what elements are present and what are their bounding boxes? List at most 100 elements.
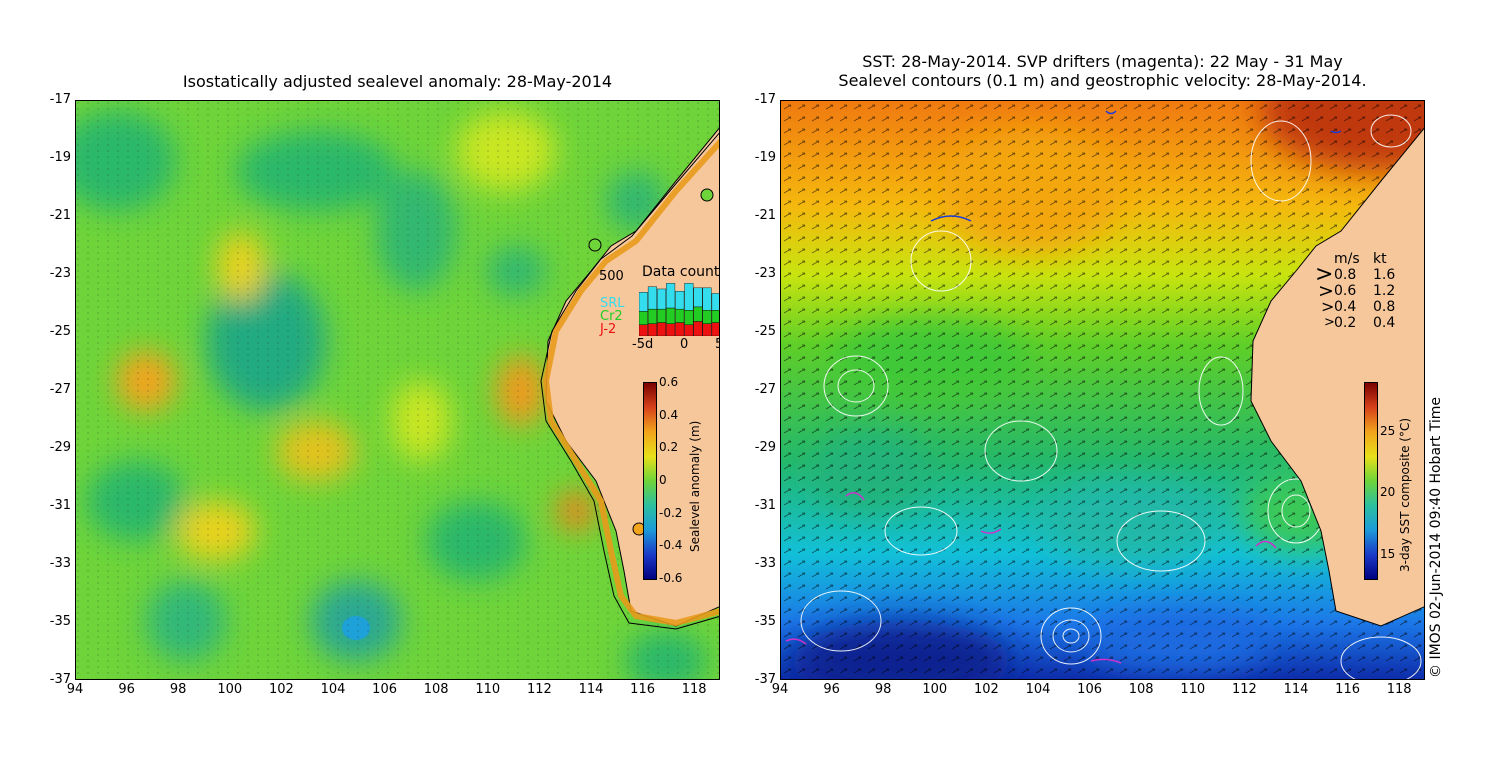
x-tick-label: 100 xyxy=(922,682,948,697)
x-tick-label: 104 xyxy=(320,682,346,697)
y-tick-label: -23 xyxy=(754,266,776,281)
colorbar-tick-label: -0.6 xyxy=(659,571,683,585)
data-count-bar-cr2 xyxy=(684,310,694,326)
x-tick-label: 106 xyxy=(1077,682,1102,697)
y-tick-label: -29 xyxy=(49,440,71,455)
y-tick-label: -33 xyxy=(49,556,71,571)
data-count-bar-j2 xyxy=(675,322,685,336)
data-count-bar-j2 xyxy=(639,324,648,336)
sealevel-contours xyxy=(800,114,1422,679)
sealevel-anomaly-field xyxy=(76,101,719,679)
sealevel-colorbar-label: Sealevel anomaly (m) xyxy=(688,420,702,552)
tide-gauge-marker[interactable] xyxy=(700,188,714,202)
x-tick-label: 110 xyxy=(1180,682,1206,697)
x-tick-label: 100 xyxy=(217,682,243,697)
y-tick-label: -17 xyxy=(49,92,71,107)
x-tick-label: 98 xyxy=(874,682,892,697)
data-count-bar-srl xyxy=(666,283,676,309)
legend-cr2: Cr2 xyxy=(600,309,623,324)
right-title-line1: SST: 28-May-2014. SVP drifters (magenta)… xyxy=(862,52,1343,71)
x-tick-label: 108 xyxy=(1128,682,1154,697)
left-map-title: Isostatically adjusted sealevel anomaly:… xyxy=(182,72,613,91)
x-tick-label: 112 xyxy=(526,682,552,697)
sealevel-colorbar xyxy=(643,382,657,580)
data-count-bar-j2 xyxy=(693,321,703,336)
tide-gauge-marker[interactable] xyxy=(588,238,602,252)
x-tick-label: 118 xyxy=(681,682,707,697)
data-count-bar-srl xyxy=(639,292,648,312)
colorbar-tick-label: -0.2 xyxy=(659,505,683,520)
data-count-bar-j2 xyxy=(684,324,694,336)
legend-srl: SRL xyxy=(600,296,625,311)
data-count-bar-cr2 xyxy=(693,306,703,322)
sst-field xyxy=(781,101,1424,679)
x-tick-label: 102 xyxy=(268,682,294,697)
y-tick-label: -21 xyxy=(754,208,776,223)
data-count-bar-cr2 xyxy=(711,310,719,323)
x-tick-label: 106 xyxy=(372,682,397,697)
copyright-text: © IMOS 02-Jun-2014 09:40 Hobart Time xyxy=(1428,397,1444,678)
sst-map[interactable]: m/s kt >0.8 1.6 >0.6 1.2 >0.4 0.8 >0.2 0.4 xyxy=(780,100,1425,680)
velocity-ms-value: 0.4 xyxy=(1334,299,1357,315)
coastal-anomaly-band xyxy=(542,138,719,627)
sealevel-anomaly-map[interactable]: Data count 500 SRL Cr2 J-2 -5d 0 5 xyxy=(75,100,720,680)
x-tick-label: 102 xyxy=(973,682,999,697)
x-tick-label: 98 xyxy=(169,682,187,697)
data-count-bar-cr2 xyxy=(647,308,657,324)
y-tick-label: -37 xyxy=(754,672,776,687)
data-count-bar-srl xyxy=(675,290,685,310)
y-tick-label: -27 xyxy=(49,382,71,397)
y-tick-label: -25 xyxy=(754,324,776,339)
y-tick-label: -17 xyxy=(754,92,776,107)
y-tick-label: -31 xyxy=(754,498,776,513)
data-count-chart xyxy=(639,283,719,336)
velocity-ms-value: 0.2 xyxy=(1334,315,1357,331)
svp-drifter-tracks xyxy=(785,492,1277,664)
y-tick-label: -23 xyxy=(49,266,71,281)
velocity-arrow-icon: > xyxy=(1321,297,1335,316)
x-tick-label: 114 xyxy=(1283,682,1309,697)
y-tick-label: -35 xyxy=(754,614,776,629)
data-count-bar-cr2 xyxy=(639,311,648,326)
data-count-max: 500 xyxy=(599,269,624,284)
y-tick-label: -31 xyxy=(49,498,71,513)
x-tick-label: 104 xyxy=(1025,682,1051,697)
colorbar-tick-label: 15 xyxy=(1380,546,1396,561)
y-tick-label: -27 xyxy=(754,382,776,397)
data-count-bar-j2 xyxy=(702,323,712,336)
y-tick-label: -37 xyxy=(49,672,71,687)
y-tick-label: -33 xyxy=(754,556,776,571)
sst-colorbar xyxy=(1364,382,1378,580)
data-count-bar-srl xyxy=(702,287,712,311)
x-tick-label: 108 xyxy=(423,682,449,697)
x-tick-label: 110 xyxy=(475,682,501,697)
y-tick-label: -25 xyxy=(49,324,71,339)
colorbar-tick-label: 25 xyxy=(1380,424,1396,438)
australia-landmass xyxy=(1250,127,1424,627)
data-count-bar-srl xyxy=(647,286,657,310)
colorbar-tick-label: 0.4 xyxy=(659,407,679,422)
velocity-legend-kt-header: kt xyxy=(1373,251,1387,267)
velocity-ms-value: 0.8 xyxy=(1334,267,1357,283)
x-tick-label: 94 xyxy=(771,682,789,697)
y-tick-label: -21 xyxy=(49,208,71,223)
data-count-bar-j2 xyxy=(666,323,676,336)
x-tick-label: 96 xyxy=(823,682,840,697)
velocity-kt-value: 1.2 xyxy=(1373,283,1396,299)
colorbar-tick-label: 20 xyxy=(1380,485,1396,500)
data-count-xtick: 5 xyxy=(715,337,719,353)
x-tick-label: 96 xyxy=(118,682,135,697)
data-count-xtick: -5d xyxy=(632,337,654,352)
data-count-bar-cr2 xyxy=(657,308,667,323)
velocity-arrow-icon: > xyxy=(1315,262,1334,287)
colorbar-tick-label: 0.6 xyxy=(659,375,679,389)
data-count-bar-cr2 xyxy=(675,308,685,323)
data-count-bar-cr2 xyxy=(666,307,676,324)
y-tick-label: -35 xyxy=(49,614,71,629)
data-count-bar-srl xyxy=(693,287,703,308)
x-tick-label: 116 xyxy=(630,682,655,697)
colorbar-tick-label: 0 xyxy=(659,473,667,487)
velocity-kt-value: 0.4 xyxy=(1373,315,1396,331)
velocity-kt-value: 0.8 xyxy=(1373,299,1396,315)
data-count-bar-cr2 xyxy=(702,310,712,324)
